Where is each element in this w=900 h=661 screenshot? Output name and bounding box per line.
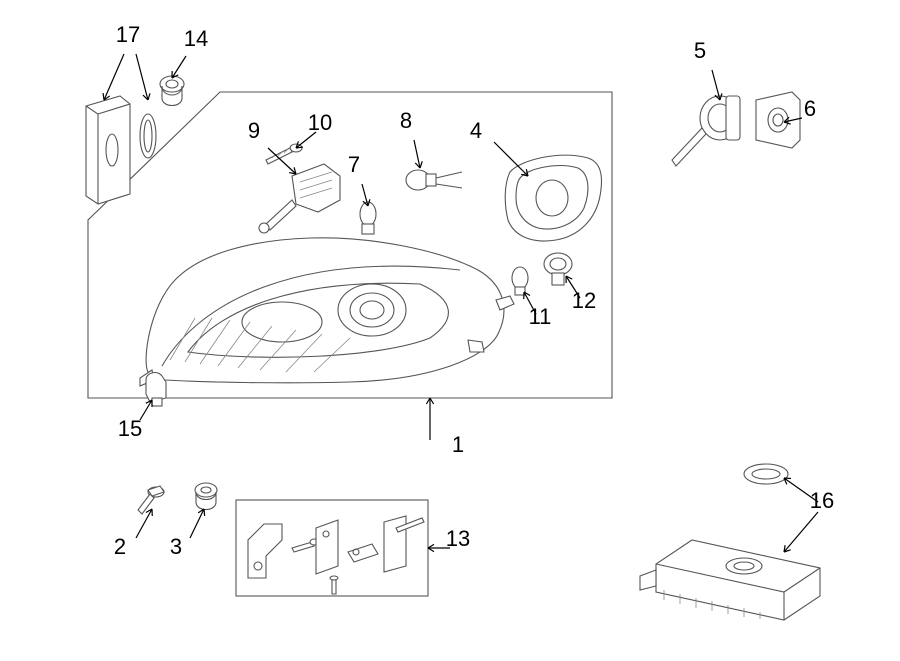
- callout-number: 5: [694, 38, 706, 63]
- part-12-socket: [544, 253, 572, 285]
- callout-11: 11: [524, 292, 552, 329]
- callout-number: 7: [348, 152, 360, 177]
- part-17-control-unit: [86, 96, 156, 204]
- callout-14: 14: [172, 26, 208, 78]
- callout-number: 4: [470, 118, 482, 143]
- part-7-bulb: [360, 202, 376, 234]
- part-11-bulb: [512, 267, 528, 295]
- part-3-grommet: [195, 483, 217, 510]
- callout-5: 5: [694, 38, 722, 100]
- callout-number: 15: [118, 416, 142, 441]
- parts-diagram: 1234567891011121314151617: [0, 0, 900, 661]
- callout-3: 3: [170, 509, 205, 559]
- callout-number: 12: [572, 288, 596, 313]
- callout-9: 9: [248, 118, 296, 174]
- part-8-bulb: [406, 170, 462, 190]
- callout-number: 17: [116, 22, 140, 47]
- callout-2: 2: [114, 509, 152, 559]
- callout-number: 8: [400, 108, 412, 133]
- callout-10: 10: [296, 110, 332, 148]
- callout-7: 7: [348, 152, 370, 206]
- callout-number: 10: [308, 110, 332, 135]
- part-13-bracket-kit: [236, 500, 428, 596]
- callout-12: 12: [566, 276, 596, 313]
- callout-number: 9: [248, 118, 260, 143]
- part-9-actuator: [259, 164, 340, 233]
- callout-8: 8: [400, 108, 422, 168]
- headlamp-assembly: [140, 238, 514, 386]
- callout-1: 1: [426, 398, 464, 457]
- callout-number: 1: [452, 432, 464, 457]
- callout-13: 13: [428, 526, 470, 552]
- callout-number: 13: [446, 526, 470, 551]
- callout-number: 11: [529, 304, 552, 329]
- callout-number: 2: [114, 534, 126, 559]
- callout-15: 15: [118, 400, 152, 441]
- callout-number: 14: [184, 26, 208, 51]
- callout-4: 4: [470, 118, 528, 176]
- callout-16: 16: [784, 478, 834, 552]
- callout-number: 16: [810, 488, 834, 513]
- part-5-igniter: [672, 96, 740, 166]
- part-14-grommet: [160, 76, 184, 106]
- callout-17: 17: [103, 22, 150, 100]
- callout-number: 3: [170, 534, 182, 559]
- callout-number: 6: [804, 96, 816, 121]
